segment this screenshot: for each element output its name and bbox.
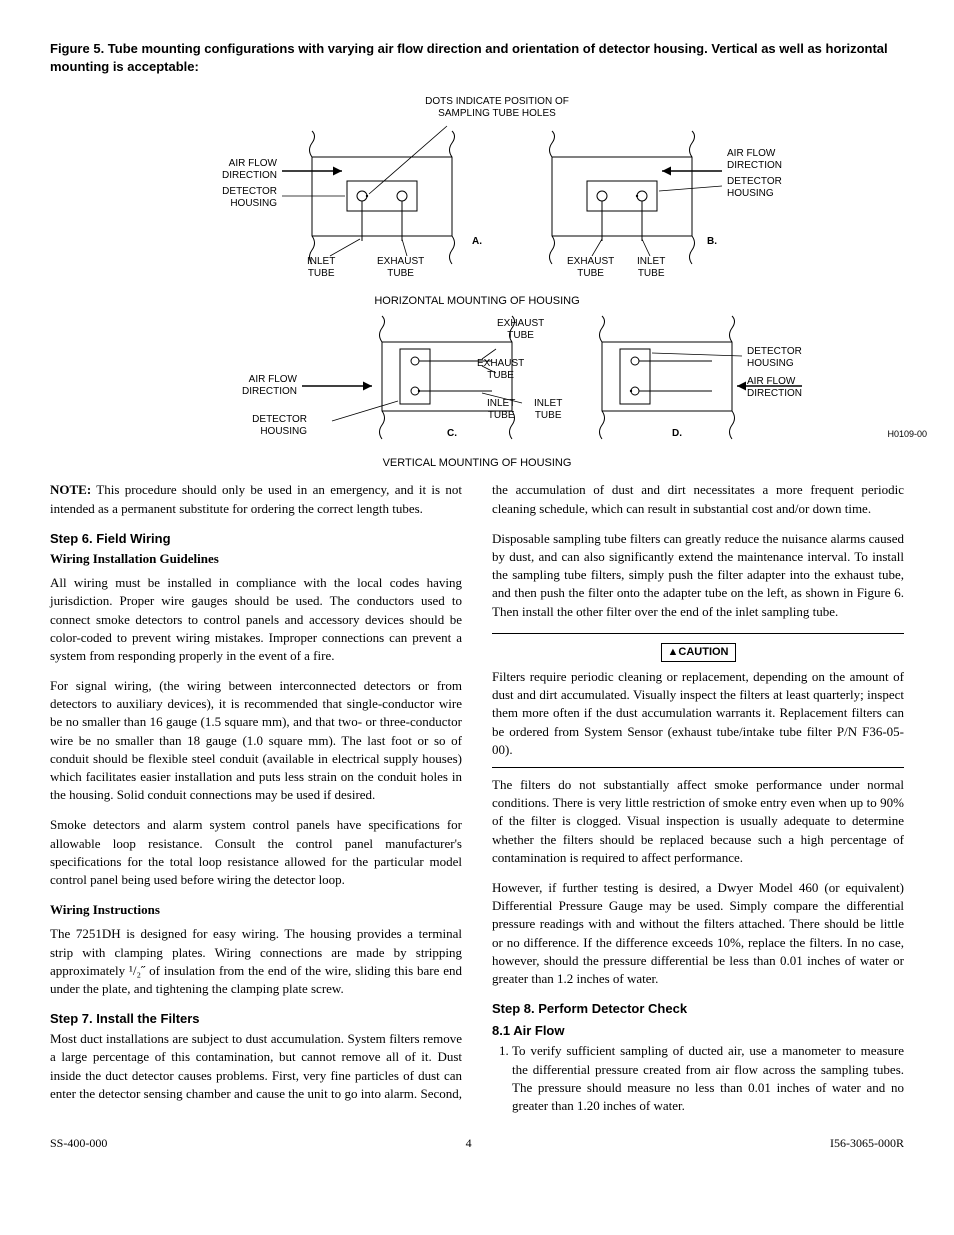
page-footer: SS-400-000 4 I56-3065-000R [50, 1135, 904, 1152]
caution-wrap: ▲CAUTION [492, 642, 904, 662]
detector-label-a: DETECTORHOUSING [222, 186, 277, 209]
detector-label-b: DETECTORHOUSING [727, 176, 782, 199]
exhaust-label-a: EXHAUSTTUBE [377, 256, 424, 279]
dots-note-l1: DOTS INDICATE POSITION OF [425, 96, 569, 107]
inlet-label-c2: INLETTUBE [534, 398, 562, 421]
step7-p2: Disposable sampling tube filters can gre… [492, 530, 904, 621]
diagram-area: DOTS INDICATE POSITION OF SAMPLING TUBE … [52, 96, 902, 466]
figure-code: H0109-00 [887, 428, 927, 441]
step7-p3: The filters do not substantially affect … [492, 776, 904, 867]
wiring-instructions-p: The 7251DH is designed for easy wiring. … [50, 925, 462, 998]
airflow-label-d: AIR FLOWDIRECTION [747, 376, 802, 399]
detector-label-d: DETECTORHOUSING [747, 346, 802, 369]
airflow-label-a: AIR FLOWDIRECTION [222, 158, 277, 181]
caution-paragraph: Filters require periodic cleaning or rep… [492, 668, 904, 759]
warning-icon: ▲ [668, 646, 679, 658]
step8-heading: Step 8. Perform Detector Check [492, 1000, 904, 1018]
step6-heading: Step 6. Field Wiring [50, 530, 462, 548]
detector-label-c: DETECTORHOUSING [247, 414, 307, 437]
tag-d: D. [672, 428, 682, 440]
caution-rule-top [492, 633, 904, 634]
caution-rule-bottom [492, 767, 904, 768]
inlet-label-a: INLETTUBE [307, 256, 335, 279]
airflow-label-b: AIR FLOWDIRECTION [727, 148, 782, 171]
caution-box: ▲CAUTION [661, 643, 736, 662]
footer-center: 4 [466, 1135, 472, 1152]
horiz-mount-label: HORIZONTAL MOUNTING OF HOUSING [52, 294, 902, 309]
note-paragraph: NOTE: This procedure should only be used… [50, 481, 462, 517]
footer-right: I56-3065-000R [830, 1135, 904, 1152]
step8-subheading: 8.1 Air Flow [492, 1022, 904, 1040]
inlet-label-c1: INLETTUBE [487, 398, 515, 421]
footer-left: SS-400-000 [50, 1135, 107, 1152]
step7-heading: Step 7. Install the Filters [50, 1010, 462, 1028]
exhaust-label-c2: EXHAUSTTUBE [477, 358, 524, 381]
step8-list: To verify sufficient sampling of ducted … [492, 1042, 904, 1115]
note-text: This procedure should only be used in an… [50, 482, 462, 515]
vert-mount-label: VERTICAL MOUNTING OF HOUSING [52, 456, 902, 471]
step6-p1: All wiring must be installed in complian… [50, 574, 462, 665]
step6-p3: Smoke detectors and alarm system control… [50, 816, 462, 889]
airflow-label-c: AIR FLOWDIRECTION [242, 374, 297, 397]
body-columns: NOTE: This procedure should only be used… [50, 481, 904, 1115]
step7-p4: However, if further testing is desired, … [492, 879, 904, 988]
dots-note: DOTS INDICATE POSITION OF SAMPLING TUBE … [407, 96, 587, 119]
exhaust-label-c1: EXHAUSTTUBE [497, 318, 544, 341]
wiring-instructions-heading: Wiring Instructions [50, 901, 462, 919]
caution-label: CAUTION [678, 646, 728, 658]
figure-title: Figure 5. Tube mounting configurations w… [50, 40, 904, 76]
tag-a: A. [472, 236, 482, 248]
step8-li1: To verify sufficient sampling of ducted … [512, 1042, 904, 1115]
exhaust-label-b: EXHAUSTTUBE [567, 256, 614, 279]
dots-note-l2: SAMPLING TUBE HOLES [438, 108, 556, 119]
note-label: NOTE: [50, 482, 91, 497]
tag-b: B. [707, 236, 717, 248]
step6-p2: For signal wiring, (the wiring between i… [50, 677, 462, 804]
inlet-label-b: INLETTUBE [637, 256, 665, 279]
tag-c: C. [447, 428, 457, 440]
step6-subheading: Wiring Installation Guidelines [50, 550, 462, 568]
